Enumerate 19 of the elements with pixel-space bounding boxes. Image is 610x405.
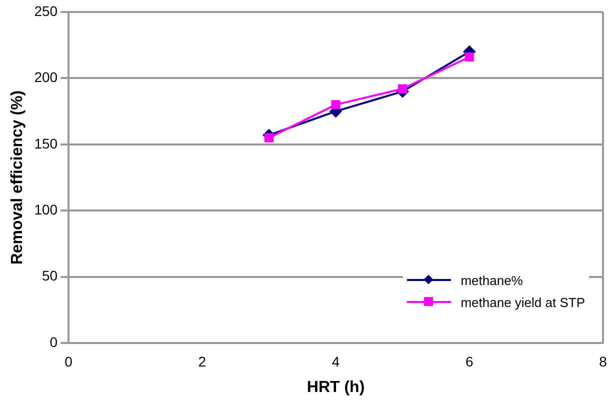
legend-label: methane yield at STP	[460, 294, 585, 310]
legend-label: methane%	[460, 272, 523, 288]
y-tick-label: 150	[34, 135, 58, 152]
point	[264, 133, 274, 142]
x-tick-label: 2	[198, 353, 206, 370]
x-axis-title: HRT (h)	[306, 378, 365, 396]
x-tick-label: 0	[64, 353, 73, 370]
x-tick-label: 6	[465, 353, 474, 370]
point	[464, 52, 474, 62]
y-tick-label: 100	[34, 201, 58, 218]
y-tick-label: 0	[50, 334, 58, 350]
y-tick-label: 50	[42, 268, 58, 284]
point	[398, 84, 408, 94]
x-tick-label: 4	[332, 353, 340, 370]
point	[331, 100, 340, 110]
y-axis-title: Removal efficiency (%)	[9, 90, 26, 265]
y-tick-label: 200	[34, 69, 58, 86]
y-tick-label: 250	[34, 2, 58, 19]
x-tick-label: 8	[599, 353, 608, 370]
